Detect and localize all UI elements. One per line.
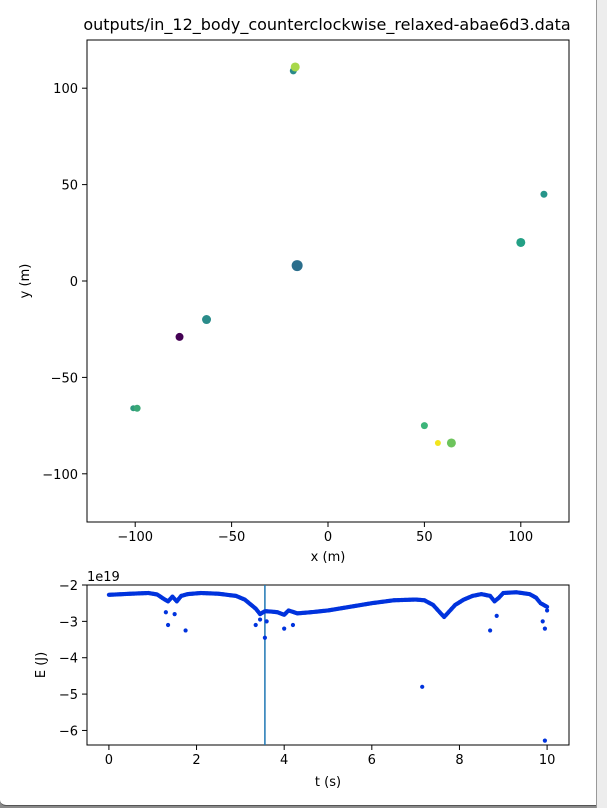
- energy-point: [544, 608, 550, 613]
- e-axis-ticks: −2 −3 −4 −5 −6: [59, 579, 87, 739]
- x-tick-label: 100: [508, 530, 533, 545]
- scatter-axes-frame: [86, 39, 570, 523]
- y-tick-label: −100: [42, 468, 78, 483]
- x-tick-label: −50: [218, 530, 245, 545]
- energy-point: [544, 604, 550, 609]
- t-tick-label: 2: [192, 753, 200, 768]
- e-axis-label: E (J): [34, 652, 49, 678]
- t-tick-label: 6: [368, 753, 376, 768]
- x-tick-label: −100: [117, 530, 153, 545]
- energy-point: [542, 626, 548, 631]
- x-axis-ticks: −100 −50 0 50 100: [117, 522, 533, 545]
- t-tick-label: 0: [105, 753, 113, 768]
- body-point: [420, 422, 428, 430]
- body-point: [434, 439, 441, 446]
- energy-point: [262, 635, 268, 640]
- x-tick-label: 0: [324, 530, 332, 545]
- y-offset-text: 1e19: [87, 570, 120, 585]
- y-tick-label: 50: [61, 179, 78, 194]
- energy-point: [253, 622, 258, 628]
- body-point: [202, 315, 212, 325]
- energy-point: [494, 613, 499, 619]
- x-tick-label: 50: [416, 530, 433, 545]
- energy-point: [264, 619, 269, 624]
- body-points: [130, 62, 548, 448]
- body-point: [540, 190, 548, 198]
- t-tick-label: 4: [280, 753, 288, 768]
- background-window-edge: [596, 0, 607, 808]
- energy-point: [163, 610, 168, 615]
- energy-point: [257, 617, 263, 622]
- e-tick-label: −5: [59, 688, 78, 703]
- energy-point: [542, 738, 548, 743]
- e-tick-label: −4: [59, 652, 78, 667]
- energy-point: [540, 619, 545, 624]
- body-point: [290, 62, 300, 72]
- y-tick-label: −50: [51, 371, 78, 386]
- body-point: [446, 438, 456, 448]
- t-axis-ticks: 0 2 4 6 8 10: [105, 745, 556, 768]
- energy-point: [183, 628, 188, 633]
- e-tick-label: −6: [59, 724, 78, 739]
- body-point: [291, 260, 303, 272]
- e-tick-label: −2: [59, 579, 78, 594]
- energy-point: [172, 611, 177, 617]
- body-point: [133, 404, 141, 412]
- energy-axes-frame: [86, 584, 570, 746]
- energy-point: [290, 622, 296, 628]
- y-tick-label: 0: [70, 275, 78, 290]
- energy-plot: 1e19 0 2 4 6 8 10 −2 −3 −4 −5 −6 t (s) E (J): [34, 570, 570, 790]
- t-tick-label: 8: [455, 753, 463, 768]
- t-tick-label: 10: [539, 753, 556, 768]
- body-point: [516, 237, 526, 247]
- e-tick-label: −3: [59, 615, 78, 630]
- chart-title: outputs/in_12_body_counterclockwise_rela…: [83, 15, 570, 35]
- x-axis-label: x (m): [311, 550, 346, 565]
- energy-point: [420, 684, 425, 689]
- energy-point: [282, 626, 287, 631]
- y-axis-label: y (m): [18, 264, 33, 299]
- t-axis-label: t (s): [315, 775, 341, 790]
- energy-points: [106, 590, 550, 743]
- energy-point: [488, 628, 493, 633]
- y-axis-ticks: −100 −50 0 50 100: [42, 82, 87, 483]
- y-tick-label: 100: [53, 82, 78, 97]
- body-point: [175, 332, 184, 341]
- energy-point: [165, 622, 171, 628]
- scatter-plot: outputs/in_12_body_counterclockwise_rela…: [18, 15, 571, 565]
